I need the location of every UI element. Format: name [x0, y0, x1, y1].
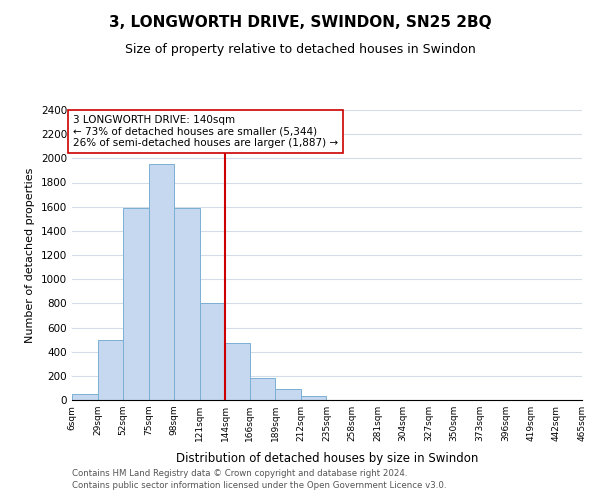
Bar: [275, 389, 301, 400]
Text: Contains HM Land Registry data © Crown copyright and database right 2024.: Contains HM Land Registry data © Crown c…: [72, 468, 407, 477]
Bar: [301, 396, 326, 400]
Text: 3 LONGWORTH DRIVE: 140sqm
← 73% of detached houses are smaller (5,344)
26% of se: 3 LONGWORTH DRIVE: 140sqm ← 73% of detac…: [73, 115, 338, 148]
Bar: [72, 394, 98, 400]
Bar: [174, 208, 200, 400]
Bar: [123, 208, 149, 400]
Bar: [250, 378, 275, 400]
Text: Size of property relative to detached houses in Swindon: Size of property relative to detached ho…: [125, 42, 475, 56]
Bar: [149, 164, 174, 400]
Text: Contains public sector information licensed under the Open Government Licence v3: Contains public sector information licen…: [72, 481, 446, 490]
Text: 3, LONGWORTH DRIVE, SWINDON, SN25 2BQ: 3, LONGWORTH DRIVE, SWINDON, SN25 2BQ: [109, 15, 491, 30]
Bar: [98, 340, 123, 400]
X-axis label: Distribution of detached houses by size in Swindon: Distribution of detached houses by size …: [176, 452, 478, 466]
Y-axis label: Number of detached properties: Number of detached properties: [25, 168, 35, 342]
Bar: [200, 304, 226, 400]
Bar: [226, 343, 250, 400]
